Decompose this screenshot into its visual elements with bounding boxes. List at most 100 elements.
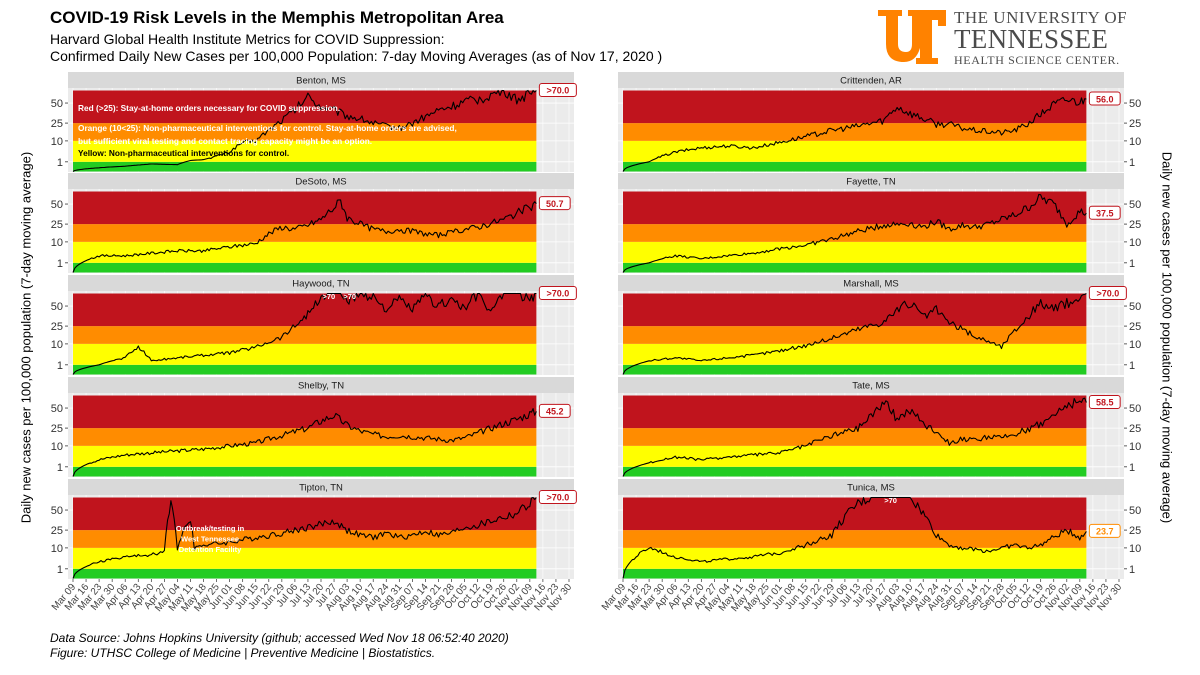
y-tick-label: 50	[51, 301, 63, 313]
y-tick-label: 25	[1129, 219, 1141, 231]
y-tick-label: 10	[1129, 441, 1141, 453]
annotation-text: >70	[884, 496, 897, 505]
series-line	[72, 292, 537, 375]
legend-text: but sufficient viral testing and contact…	[78, 136, 372, 146]
y-tick-label: 25	[51, 525, 63, 537]
y-tick-label: 1	[1129, 462, 1135, 474]
risk-band-yellow	[623, 140, 1087, 162]
y-tick-label: 10	[1129, 339, 1141, 351]
series-line	[622, 293, 1087, 375]
risk-band-red	[73, 395, 537, 429]
y-tick-label: 50	[1129, 403, 1141, 415]
y-tick-label: 25	[51, 321, 63, 333]
y-tick-label: 50	[51, 403, 63, 415]
risk-band-green	[73, 161, 537, 172]
y-axis-label-right: Daily new cases per 100,000 population (…	[1159, 151, 1175, 524]
risk-band-orange	[73, 530, 537, 548]
risk-band-yellow	[73, 140, 537, 162]
risk-band-orange	[73, 224, 537, 242]
risk-band-green	[623, 364, 1087, 375]
final-value-label: 23.7	[1096, 527, 1114, 537]
final-value-label: >70.0	[546, 289, 569, 299]
footer-source: Data Source: Johns Hopkins University (g…	[50, 631, 509, 645]
facet-panel: Benton, MS >70.0 Red (>25): Stay-at-home o…	[51, 72, 577, 172]
y-tick-label: 50	[1129, 98, 1141, 110]
facet-strip	[618, 377, 1124, 393]
final-value-label: 56.0	[1096, 94, 1114, 104]
facet-strip	[68, 479, 574, 495]
risk-band-red	[623, 293, 1087, 327]
final-value-box	[538, 403, 571, 418]
final-value-label: 45.2	[546, 407, 564, 417]
risk-band-green	[623, 466, 1087, 477]
risk-band-red	[73, 191, 537, 225]
y-tick-label: 25	[1129, 118, 1141, 130]
risk-band-yellow	[623, 445, 1087, 467]
risk-band-orange	[623, 123, 1087, 141]
final-value-box	[1088, 91, 1121, 106]
facet-strip	[68, 377, 574, 393]
y-tick-label: 25	[51, 423, 63, 435]
risk-band-red	[73, 497, 537, 531]
final-value-box	[1088, 394, 1121, 409]
risk-band-orange	[623, 224, 1087, 242]
final-value-label: >70.0	[1096, 289, 1119, 299]
y-tick-label: 1	[57, 564, 63, 576]
y-tick-label: 25	[51, 118, 63, 130]
risk-band-green	[73, 364, 537, 375]
facet-panel: Marshall, MS >70.0 1 10 25 50	[618, 275, 1141, 375]
y-tick-label: 10	[51, 136, 63, 148]
facet-strip	[618, 275, 1124, 291]
facet-panel: Haywood, TN >70.0 >70 >70 1 10 25 50	[51, 275, 577, 375]
y-tick-label: 50	[51, 199, 63, 211]
final-value-label: 37.5	[1096, 208, 1114, 218]
final-value-label: 50.7	[546, 199, 564, 209]
y-tick-label: 10	[51, 237, 63, 249]
facet-strip-label: Shelby, TN	[298, 381, 344, 392]
facet-panel: Fayette, TN 37.5 1 10 25 50	[618, 173, 1141, 273]
final-value-box	[1088, 286, 1127, 300]
y-tick-label: 10	[51, 441, 63, 453]
risk-band-orange	[73, 326, 537, 344]
y-tick-label: 1	[57, 157, 63, 169]
annotation-text: West Tennessee	[181, 535, 239, 544]
risk-band-red	[623, 395, 1087, 429]
series-line	[72, 89, 537, 172]
chart-subtitle-line1: Harvard Global Health Institute Metrics …	[50, 31, 445, 47]
footer-figure: Figure: UTHSC College of Medicine | Prev…	[50, 646, 436, 660]
final-value-box	[538, 196, 571, 211]
y-tick-label: 25	[1129, 321, 1141, 333]
facet-panel: Crittenden, AR 56.0 1 10 25 50	[618, 72, 1141, 172]
risk-band-orange	[623, 530, 1087, 548]
y-tick-label: 1	[1129, 157, 1135, 169]
annotation-text: Detention Facility	[179, 545, 242, 554]
facet-strip-label: Crittenden, AR	[840, 76, 902, 87]
risk-band-orange	[623, 428, 1087, 446]
facet-strip-label: DeSoto, MS	[295, 177, 346, 188]
uthsc-logo: THE UNIVERSITY OF TENNESSEE HEALTH SCIEN…	[876, 8, 1152, 67]
chart-title: COVID-19 Risk Levels in the Memphis Metr…	[50, 8, 504, 27]
risk-band-yellow	[73, 547, 537, 569]
y-tick-label: 1	[1129, 564, 1135, 576]
y-tick-label: 1	[57, 462, 63, 474]
series-line	[72, 408, 537, 477]
y-tick-label: 50	[1129, 199, 1141, 211]
risk-band-orange	[73, 428, 537, 446]
facet-strip-label: Tunica, MS	[847, 483, 895, 494]
risk-band-yellow	[73, 343, 537, 365]
series-line	[622, 96, 1087, 172]
risk-band-green	[73, 466, 537, 477]
legend-text: Yellow: Non-pharmaceutical interventions…	[78, 148, 289, 158]
chart-subtitle-line2: Confirmed Daily New Cases per 100,000 Po…	[50, 48, 663, 64]
facet-strip	[618, 72, 1124, 88]
series-line	[622, 496, 1087, 579]
y-tick-label: 50	[51, 505, 63, 517]
risk-band-orange	[73, 123, 537, 141]
y-tick-label: 50	[1129, 505, 1141, 517]
risk-band-yellow	[623, 547, 1087, 569]
facet-strip-label: Tipton, TN	[299, 483, 343, 494]
y-tick-label: 25	[1129, 423, 1141, 435]
risk-band-green	[73, 568, 537, 579]
facet-strip	[68, 173, 574, 189]
legend-text: Red (>25): Stay-at-home orders necessary…	[78, 103, 340, 113]
